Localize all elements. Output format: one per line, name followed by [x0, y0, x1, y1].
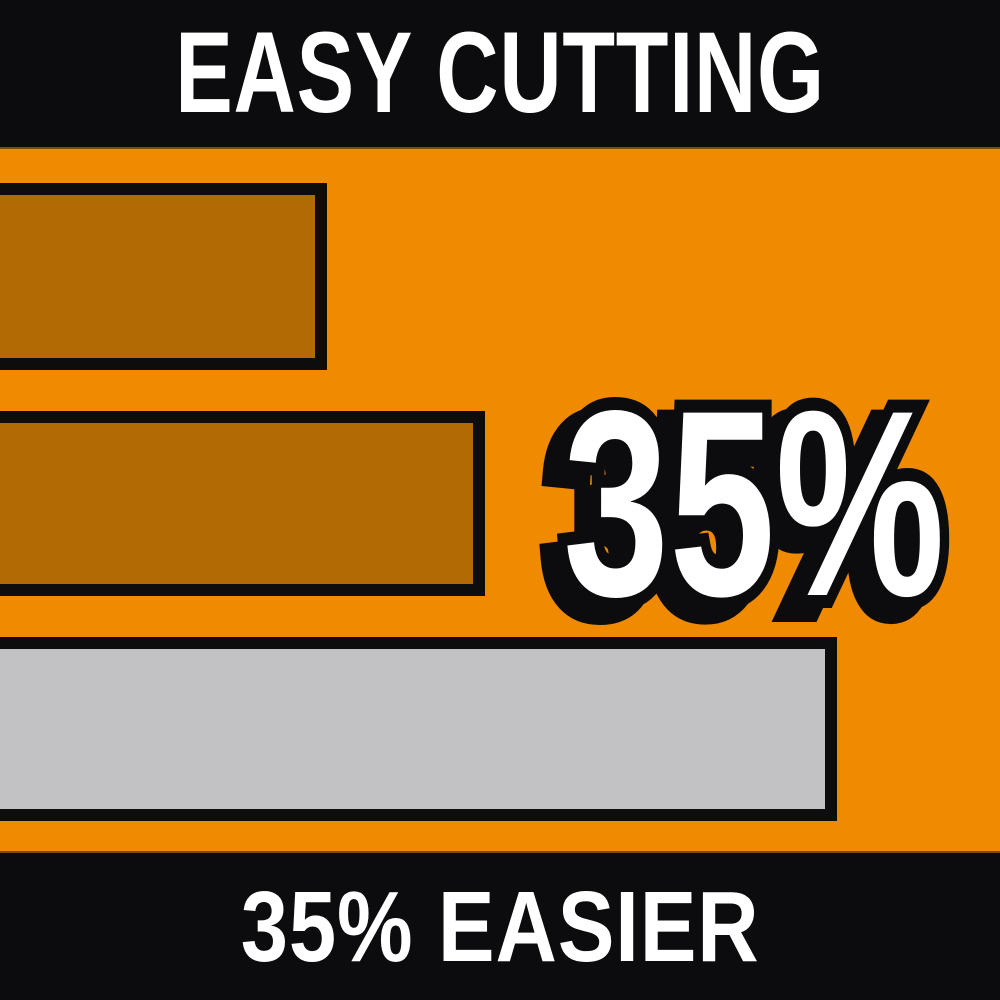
bar-1 — [0, 183, 327, 370]
bar-2 — [0, 411, 485, 596]
bar-3 — [0, 637, 837, 821]
percent-annotation-shadow: 35% — [536, 368, 939, 664]
percent-annotation-text: 35% — [563, 356, 945, 652]
chart-caption: 35% EASIER — [240, 870, 760, 983]
top-banner: EASY CUTTING — [0, 0, 1000, 149]
percent-annotation: 35% 35% 35% — [536, 356, 983, 664]
bottom-banner: 35% EASIER — [0, 851, 1000, 1000]
chart-title: EASY CUTTING — [175, 9, 825, 137]
percent-annotation-outline: 35% — [554, 356, 955, 652]
